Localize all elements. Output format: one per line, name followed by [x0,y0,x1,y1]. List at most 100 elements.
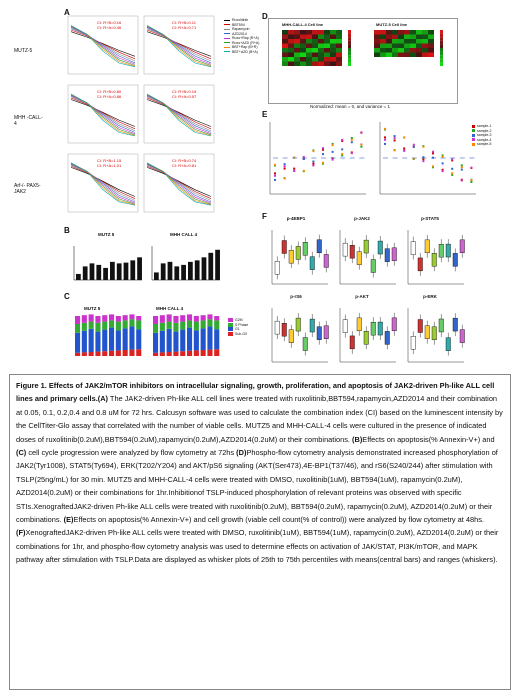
stacked-bar-segment [187,320,193,328]
ci-annotation: CI: R+B=0.80 CI: R+A=0.86 [97,89,122,99]
stacked-bar-segment [115,321,121,331]
heatmap-cell [336,48,342,53]
panel-f-letter: F [262,212,267,221]
box [349,245,355,259]
panel-e-letter: E [262,110,268,119]
heatmap-cell [422,52,428,57]
heatmap-scale [440,37,443,41]
heatmap-cell [416,48,422,53]
scatter-point [432,152,434,155]
heatmap-cell [392,48,398,53]
stacked-bar-segment [88,314,94,322]
dose-response-plot [143,15,215,75]
row-label-mutz5: MUTZ-5 [14,48,33,54]
heatmap-cell [416,34,422,39]
stacked-bar-segment [180,321,186,330]
box [445,243,451,258]
heatmap-cell [294,61,300,66]
heatmap-cell [380,39,386,44]
heatmap-cell [312,39,318,44]
ci-annotation: CI: R+B=1.15 CI: R+A=1.01 [97,158,122,168]
heatmap-cell [392,34,398,39]
heatmap-cell [282,34,288,39]
heatmap-scale [440,55,443,59]
stacked-bar-segment [88,328,94,352]
stacked-bar-segment [81,322,87,331]
box [410,241,416,255]
heatmap-cell [306,52,312,57]
box [431,253,437,267]
heatmap-cell [428,52,434,57]
heatmap-cell [288,48,294,53]
heatmap-cell [416,30,422,35]
stacked-bar-segment [115,350,121,356]
heatmap-cell [288,39,294,44]
panel-f-boxplots [271,230,465,363]
heatmap-cell [294,57,300,62]
bar [188,261,193,280]
scatter-point [322,161,324,164]
scatter-point [293,167,296,170]
heatmap-cell [428,30,434,35]
heatmap-cell [404,34,410,39]
scatter-point [322,147,324,150]
box [342,319,348,333]
box [452,253,458,267]
stacked-bar-segment [159,330,165,353]
heatmap-cell [306,61,312,66]
box [288,249,294,264]
heatmap-cell [404,48,410,53]
dose-response-curve [70,93,136,137]
panel-e-legend: sample-1 sample-2 sample-3 sample-4 samp… [472,124,491,147]
heatmap-cell [330,39,336,44]
caption-text-a: The JAK2-driven Ph-like ALL cell lines w… [16,394,503,444]
bar [174,266,180,280]
stacked-bar-segment [95,331,101,352]
heatmap-cell [324,34,330,39]
scatter-point [360,131,363,134]
heatmap-cell [374,30,380,35]
scatter-point [331,142,334,145]
heatmap-cell [288,30,294,35]
bar [201,257,207,280]
heatmap-cell [318,34,324,39]
row-label-mhh: MHH -CALL-4 [14,115,43,127]
heatmap-cell [282,52,288,57]
stacked-bar-segment [122,350,128,356]
stacked-bar-segment [109,350,115,356]
stacked-bar-segment [166,352,172,356]
heatmap-cell [288,43,294,48]
stacked-bar-segment [136,329,142,350]
scatter-point [302,155,305,158]
heatmap-cell [398,34,404,39]
heatmap-cell [404,39,410,44]
scatter-point [393,137,396,140]
box [424,239,430,254]
stacked-bar-segment [173,322,179,332]
stacked-bar-segment [95,316,101,323]
caption-label-d: (D) [236,448,247,458]
dose-response-curve [70,162,136,206]
stacked-bar-segment [207,326,213,350]
heatmap-cell [392,43,398,48]
stacked-bar-segment [193,350,199,356]
heatmap-cell [416,39,422,44]
heatmap-cell [410,34,416,39]
heatmap-cell [306,43,312,48]
stacked-bar-segment [102,315,108,322]
bar [130,260,136,280]
box [377,240,383,255]
scatter-point [312,160,315,163]
caption-label-e: (E) [63,515,74,525]
heatmap-cell [318,39,324,44]
scatter-point [451,158,454,161]
heatmap-cell [404,30,410,35]
heatmap-cell [300,34,306,39]
dose-response-curve [146,28,212,62]
box [459,329,465,343]
scatter-point [350,138,353,141]
dose-response-curve [146,164,212,203]
heatmap-cell [318,52,324,57]
f-title-stat5: p-STAT5 [421,216,439,221]
bar [154,272,159,280]
